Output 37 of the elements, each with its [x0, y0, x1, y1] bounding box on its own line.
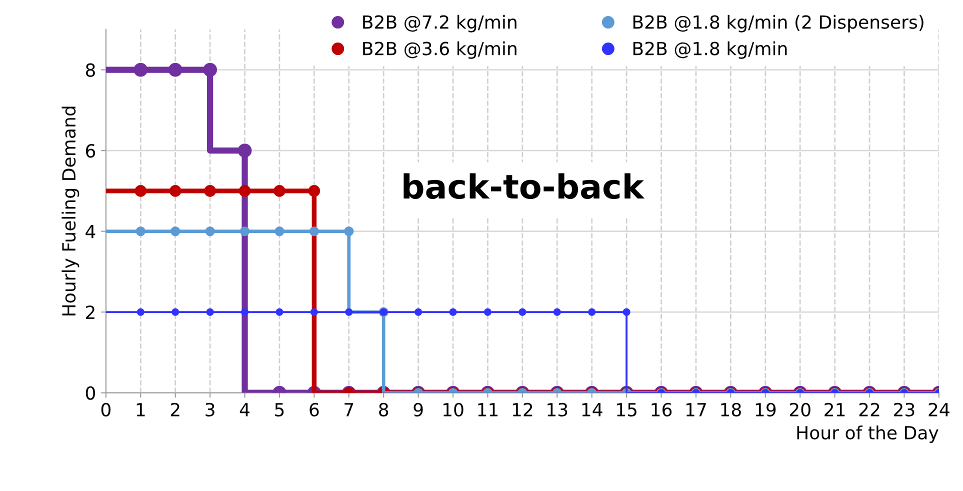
x-tick-label: 23: [894, 402, 914, 416]
x-tick-label: 24: [928, 402, 950, 416]
annotation: back-to-back: [404, 173, 645, 199]
legend-label: B2B @7.2 kg/min: [363, 14, 516, 32]
x-tick-label: 6: [310, 402, 319, 416]
legend-label: B2B @3.6 kg/min: [363, 41, 516, 59]
x-tick-label: 5: [275, 403, 284, 416]
x-tick-label: 18: [721, 402, 741, 416]
x-tick-label: 21: [824, 402, 845, 416]
x-tick-label: 1: [136, 403, 145, 416]
x-axis-title: Hour of the Day: [797, 426, 938, 444]
y-axis-title: Hourly Fueling Demand: [62, 106, 80, 316]
x-tick-label: 4: [240, 403, 250, 416]
x-tick-label: 8: [379, 402, 388, 416]
legend-label: B2B @1.8 kg/min: [633, 41, 787, 59]
x-tick-label: 17: [686, 403, 706, 416]
x-tick-label: 3: [206, 402, 214, 416]
x-tick-label: 14: [582, 403, 602, 416]
x-tick-label: 22: [859, 402, 880, 416]
y-tick-label: 2: [86, 306, 94, 319]
y-tick-label: 6: [86, 144, 96, 158]
legend-label: B2B @1.8 kg/min (2 Dispensers): [633, 14, 924, 32]
x-tick-label: 9: [414, 402, 423, 416]
y-tick-label: 0: [86, 386, 96, 400]
x-tick-label: 20: [790, 402, 810, 416]
x-tick-label: 2: [170, 402, 180, 416]
x-tick-label: 16: [652, 402, 672, 416]
x-tick-label: 13: [548, 402, 568, 416]
x-tick-label: 0: [101, 402, 110, 416]
x-tick-label: 19: [756, 402, 776, 416]
x-tick-label: 10: [444, 402, 464, 416]
x-tick-label: 15: [617, 403, 636, 416]
x-tick-label: 11: [478, 403, 498, 416]
x-tick-label: 12: [512, 402, 532, 416]
y-tick-label: 4: [86, 225, 96, 238]
y-tick-label: 8: [86, 63, 95, 77]
x-tick-label: 7: [344, 403, 354, 416]
